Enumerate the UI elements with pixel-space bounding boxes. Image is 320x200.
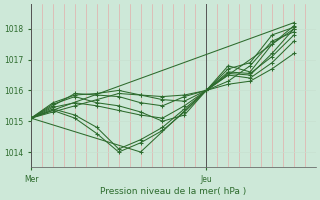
X-axis label: Pression niveau de la mer( hPa ): Pression niveau de la mer( hPa ) xyxy=(100,187,247,196)
